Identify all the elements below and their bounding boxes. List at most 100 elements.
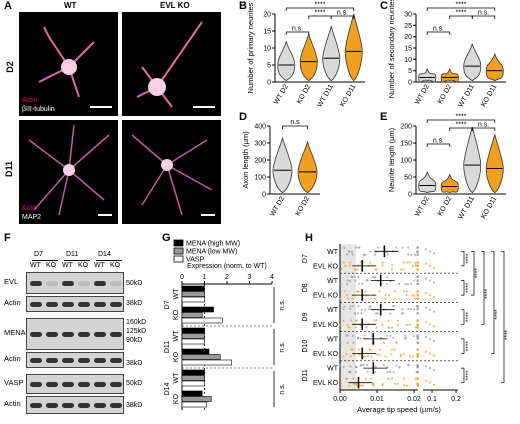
data-point (363, 355, 366, 358)
x-tick-label: 2 (225, 274, 229, 281)
blot-band (78, 402, 90, 408)
data-point (416, 382, 419, 385)
data-point (409, 282, 413, 285)
data-point (351, 297, 354, 300)
blot-band (78, 381, 90, 387)
data-point (360, 384, 363, 387)
x-tick-label: WT D2 (273, 83, 290, 105)
sig-bracket (501, 250, 505, 384)
data-point (404, 282, 407, 286)
shaded-region (340, 244, 356, 390)
significance-label: **** (474, 268, 481, 279)
data-point (360, 312, 363, 315)
x-tick-label: KO D2 (296, 83, 313, 105)
data-point (349, 305, 352, 308)
data-point (349, 370, 352, 374)
legend-swatch (173, 239, 184, 247)
data-point (339, 382, 343, 386)
sig-bracket (461, 280, 465, 296)
stain-actin: Actin (22, 97, 38, 104)
blot-band (94, 331, 106, 337)
data-point (414, 326, 417, 329)
data-point (363, 334, 366, 337)
data-point (348, 261, 351, 264)
data-point (350, 319, 353, 322)
neuron-image (136, 21, 203, 108)
data-point (414, 377, 417, 380)
data-point (407, 308, 410, 311)
genotype-label: KO (173, 351, 180, 362)
data-point (385, 283, 389, 286)
blot-band (110, 280, 122, 286)
mw-label: 50kD (126, 380, 143, 387)
data-point (356, 268, 359, 271)
data-point (381, 261, 384, 264)
data-point (424, 379, 428, 382)
panel-a-label: A (4, 0, 12, 12)
blot-row-label: MENA (4, 328, 26, 337)
panel-d-label: D (239, 111, 247, 123)
data-point (366, 355, 370, 358)
data-point (351, 348, 354, 351)
data-point (411, 264, 414, 268)
x-tick-label: 0.2 (451, 396, 461, 403)
bar-mena-low-mw- (181, 291, 205, 297)
data-point (354, 382, 357, 385)
data-point (432, 354, 436, 357)
significance-bracket (426, 7, 496, 11)
data-point (405, 324, 408, 327)
data-point (405, 293, 408, 297)
bar-mena-high-mw- (181, 390, 203, 397)
y-tick-label: 10 (263, 46, 271, 53)
data-point (344, 264, 347, 268)
data-point (356, 290, 359, 293)
data-point (428, 323, 432, 326)
genotype-label: KO (110, 262, 121, 269)
bar-mena-high-mw- (181, 306, 214, 313)
significance-label: **** (456, 10, 467, 17)
mw-label: 50kD (126, 280, 143, 287)
significance-label: n.s. (478, 122, 489, 129)
significance-bracket (426, 119, 496, 123)
data-point (416, 290, 419, 293)
data-point (416, 261, 419, 264)
blot-band (62, 280, 74, 286)
x-tick-label: 0.02 (407, 396, 421, 403)
y-tick-label: 15 (263, 29, 271, 36)
data-point (345, 352, 348, 356)
x-axis-label: Average tip speed (µm/s) (357, 405, 441, 414)
blot-band (110, 381, 122, 387)
blot-band (78, 357, 90, 363)
significance-label: n.s. (433, 138, 444, 145)
data-point (351, 253, 354, 256)
data-point (375, 268, 378, 271)
data-point (399, 355, 402, 358)
genotype-label: WT (30, 262, 41, 269)
violin-wt-d11 (463, 126, 482, 194)
significance-label: **** (484, 288, 491, 299)
x-tick-label: WT D11 (316, 83, 335, 108)
stain-actin: Actin (22, 205, 38, 212)
data-point (358, 246, 361, 249)
genotype-label: WT (327, 366, 339, 373)
significance-label: **** (456, 2, 467, 9)
data-point (339, 323, 342, 327)
stain-tubulin: βIII-tubulin (22, 106, 55, 113)
genotype-label: WT (173, 330, 180, 342)
day-label: D7 (34, 251, 43, 258)
bar-mena-high-mw- (181, 369, 205, 376)
data-point (348, 326, 351, 329)
data-point (405, 290, 408, 293)
data-point (361, 384, 365, 387)
data-point (364, 290, 367, 293)
data-point (360, 308, 363, 311)
x-tick-label: 0.00 (333, 396, 347, 403)
data-point (392, 305, 395, 308)
blot-band (30, 402, 42, 408)
data-point (407, 253, 410, 256)
data-point (354, 326, 357, 329)
data-point (369, 305, 372, 308)
data-point (368, 307, 371, 311)
micrograph-wt-d2: Actin βIII-tubulin (19, 12, 118, 116)
genotype-label: WT (327, 307, 339, 314)
